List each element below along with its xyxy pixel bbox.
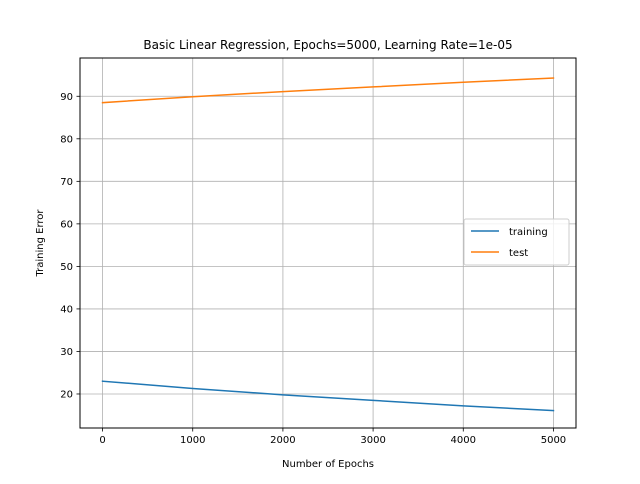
x-axis-label: Number of Epochs bbox=[282, 459, 374, 470]
y-tick-label: 40 bbox=[60, 304, 73, 315]
series-line-test bbox=[101, 77, 555, 104]
axis-ticks: 0 1000 2000 3000 4000 5000 20 30 40 50 60 70 80 90 bbox=[60, 92, 566, 446]
y-tick-label: 20 bbox=[60, 389, 73, 400]
y-axis-label: Training Error bbox=[35, 209, 46, 278]
y-tick-label: 50 bbox=[60, 262, 73, 273]
x-tick-label: 0 bbox=[99, 435, 105, 446]
x-tick-label: 2000 bbox=[270, 435, 295, 446]
plot-frame bbox=[79, 57, 577, 429]
y-tick-label: 30 bbox=[60, 347, 73, 358]
chart-title: Basic Linear Regression, Epochs=5000, Le… bbox=[143, 38, 512, 52]
y-tick-label: 80 bbox=[60, 134, 73, 145]
plot-series bbox=[101, 77, 555, 412]
legend-label-training: training bbox=[509, 227, 548, 238]
legend-label-test: test bbox=[509, 248, 528, 259]
x-tick-label: 5000 bbox=[541, 435, 566, 446]
legend: training test bbox=[463, 218, 570, 266]
y-tick-label: 70 bbox=[60, 177, 73, 188]
x-tick-label: 4000 bbox=[451, 435, 476, 446]
y-tick-label: 60 bbox=[60, 219, 73, 230]
x-tick-label: 1000 bbox=[180, 435, 205, 446]
series-line-training bbox=[101, 380, 555, 412]
y-tick-label: 90 bbox=[60, 92, 73, 103]
x-tick-label: 3000 bbox=[360, 435, 385, 446]
